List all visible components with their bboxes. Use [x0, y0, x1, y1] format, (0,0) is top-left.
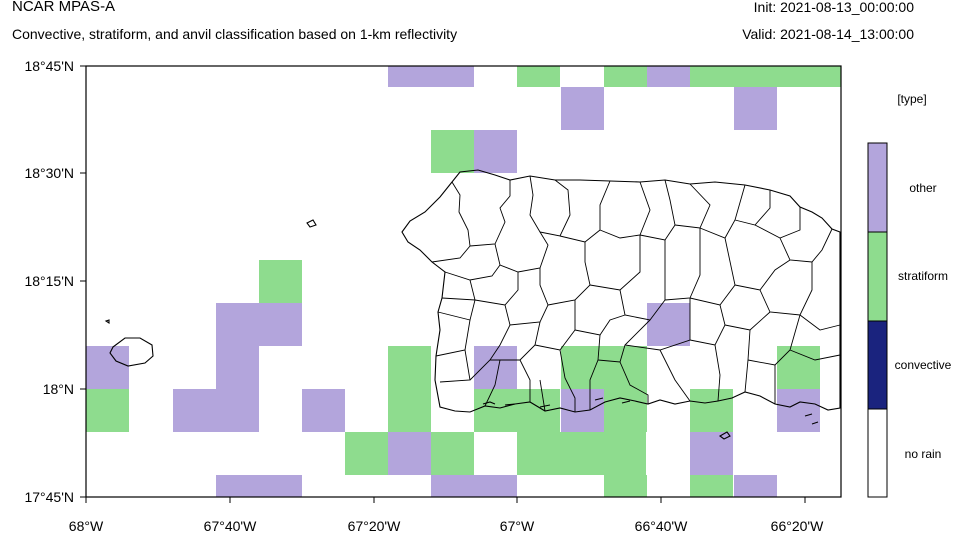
cell-stratiform [690, 389, 733, 432]
main-island-coast [401, 169, 841, 413]
cell-stratiform [604, 66, 647, 87]
lat-tick-label: 17°45'N [24, 489, 74, 505]
cell-stratiform [517, 432, 646, 475]
lon-tick-label: 66°40'W [635, 518, 688, 534]
cell-stratiform [431, 130, 474, 173]
cell-other [388, 432, 431, 475]
legend-label-other: other [909, 181, 936, 195]
desecheo-island [306, 219, 317, 228]
cell-other [734, 475, 777, 497]
lon-tick-label: 67°W [500, 518, 535, 534]
cell-other [431, 475, 517, 497]
cell-other [216, 475, 302, 497]
cell-other [561, 87, 604, 130]
municipality-boundaries [431, 175, 841, 412]
cell-other [86, 346, 129, 389]
lat-tick-label: 18°N [43, 381, 74, 397]
cell-other [647, 66, 690, 87]
cell-other [647, 303, 690, 346]
cell-other [388, 66, 474, 87]
precip-cells [86, 66, 841, 497]
cell-stratiform [604, 475, 647, 497]
cell-stratiform [431, 432, 474, 475]
cell-stratiform [388, 389, 431, 432]
lat-ticks [80, 65, 86, 498]
legend-swatch-other [868, 143, 887, 232]
lon-tick-label: 67°40'W [204, 518, 257, 534]
cell-stratiform [517, 66, 560, 87]
lat-tick-labels: 18°45'N 18°30'N 18°15'N 18°N 17°45'N [24, 58, 74, 505]
cell-stratiform [86, 389, 129, 432]
legend-label-stratiform: stratiform [898, 269, 948, 283]
cell-stratiform [604, 389, 647, 432]
cell-stratiform [259, 260, 302, 303]
lat-tick-label: 18°30'N [24, 165, 74, 181]
cell-stratiform [690, 475, 733, 497]
cell-stratiform [561, 346, 647, 389]
valid-time: Valid: 2021-08-14_13:00:00 [742, 26, 914, 42]
legend-swatch-no-rain [868, 409, 887, 497]
cell-other [173, 389, 259, 432]
cell-other [474, 130, 517, 173]
monito-island [104, 319, 110, 325]
legend-label-convective: convective [895, 358, 952, 372]
legend-swatch-convective [868, 321, 887, 409]
cell-stratiform [690, 66, 841, 87]
legend-frame [867, 142, 888, 498]
map-title: NCAR MPAS-A [12, 0, 116, 15]
lat-tick-label: 18°15'N [24, 273, 74, 289]
legend: [type] other stratiform convective no ra… [867, 92, 952, 498]
init-time: Init: 2021-08-13_00:00:00 [753, 0, 914, 15]
lon-tick-label: 67°20'W [348, 518, 401, 534]
cell-other [216, 346, 259, 389]
mona-island [109, 337, 154, 367]
legend-label-no-rain: no rain [905, 447, 942, 461]
cell-stratiform [388, 346, 431, 389]
lon-tick-label: 68°W [69, 518, 104, 534]
lon-ticks [85, 497, 806, 503]
cell-other [777, 389, 820, 432]
cell-stratiform [777, 346, 820, 389]
cell-other [216, 303, 302, 346]
map-subtitle: Convective, stratiform, and anvil classi… [12, 26, 458, 42]
puerto-rico-outline [104, 169, 841, 440]
caja-de-muertos [719, 431, 731, 440]
cell-other [734, 87, 777, 130]
cell-other [690, 432, 733, 475]
legend-title: [type] [897, 92, 926, 106]
lon-tick-label: 66°20'W [771, 518, 824, 534]
legend-swatch-stratiform [868, 232, 887, 321]
lat-tick-label: 18°45'N [24, 58, 74, 74]
south-cays-1 [482, 397, 819, 425]
cell-other [302, 389, 345, 432]
lon-tick-labels: 68°W 67°40'W 67°20'W 67°W 66°40'W 66°20'… [69, 518, 824, 534]
cell-stratiform [345, 432, 388, 475]
